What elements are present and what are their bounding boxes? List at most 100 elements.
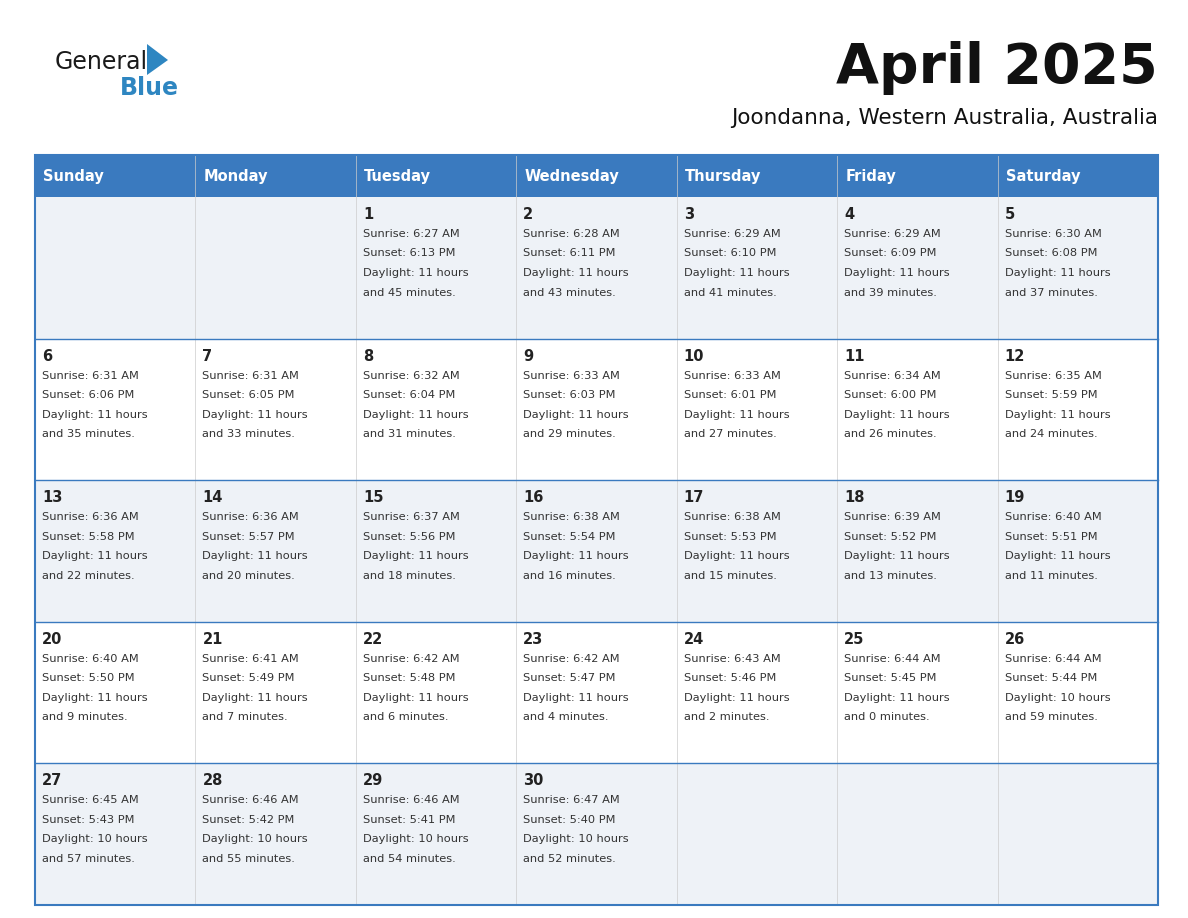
Bar <box>998 197 1158 339</box>
Text: Sunrise: 6:32 AM: Sunrise: 6:32 AM <box>362 371 460 381</box>
Bar <box>356 339 517 480</box>
Text: Sunset: 6:01 PM: Sunset: 6:01 PM <box>684 390 776 400</box>
Bar <box>356 621 517 764</box>
Text: 25: 25 <box>845 632 865 647</box>
Text: Sunset: 6:04 PM: Sunset: 6:04 PM <box>362 390 455 400</box>
Bar <box>356 155 517 197</box>
Text: Sunset: 6:13 PM: Sunset: 6:13 PM <box>362 249 455 259</box>
Text: Sunrise: 6:31 AM: Sunrise: 6:31 AM <box>42 371 139 381</box>
Text: Daylight: 11 hours: Daylight: 11 hours <box>202 693 308 703</box>
Text: 4: 4 <box>845 207 854 222</box>
Text: and 27 minutes.: and 27 minutes. <box>684 429 777 439</box>
Bar <box>517 621 677 764</box>
Text: Sunset: 5:59 PM: Sunset: 5:59 PM <box>1005 390 1098 400</box>
Text: Daylight: 11 hours: Daylight: 11 hours <box>362 268 468 278</box>
Text: Sunrise: 6:45 AM: Sunrise: 6:45 AM <box>42 795 139 805</box>
Text: 22: 22 <box>362 632 383 647</box>
Text: Sunrise: 6:29 AM: Sunrise: 6:29 AM <box>684 229 781 239</box>
Text: Daylight: 11 hours: Daylight: 11 hours <box>362 551 468 561</box>
Text: Wednesday: Wednesday <box>524 169 619 184</box>
Text: and 35 minutes.: and 35 minutes. <box>42 429 135 439</box>
Text: Daylight: 11 hours: Daylight: 11 hours <box>42 409 147 420</box>
Text: and 20 minutes.: and 20 minutes. <box>202 571 295 581</box>
Text: 1: 1 <box>362 207 373 222</box>
Text: Sunset: 6:11 PM: Sunset: 6:11 PM <box>523 249 615 259</box>
Text: Sunset: 5:50 PM: Sunset: 5:50 PM <box>42 673 134 683</box>
Text: Sunset: 5:40 PM: Sunset: 5:40 PM <box>523 815 615 825</box>
Text: Sunset: 5:43 PM: Sunset: 5:43 PM <box>42 815 134 825</box>
Text: and 39 minutes.: and 39 minutes. <box>845 287 937 297</box>
Text: Daylight: 11 hours: Daylight: 11 hours <box>1005 268 1111 278</box>
Text: and 26 minutes.: and 26 minutes. <box>845 429 937 439</box>
Text: 17: 17 <box>684 490 704 505</box>
Text: and 43 minutes.: and 43 minutes. <box>523 287 617 297</box>
Bar <box>356 197 517 339</box>
Text: Sunrise: 6:36 AM: Sunrise: 6:36 AM <box>42 512 139 522</box>
Text: Daylight: 11 hours: Daylight: 11 hours <box>523 693 628 703</box>
Text: Saturday: Saturday <box>1005 169 1080 184</box>
Text: Daylight: 11 hours: Daylight: 11 hours <box>1005 409 1111 420</box>
Text: 27: 27 <box>42 773 62 789</box>
Text: 5: 5 <box>1005 207 1015 222</box>
Text: Daylight: 11 hours: Daylight: 11 hours <box>845 693 949 703</box>
Text: 24: 24 <box>684 632 704 647</box>
Text: Sunrise: 6:33 AM: Sunrise: 6:33 AM <box>523 371 620 381</box>
Text: and 57 minutes.: and 57 minutes. <box>42 854 135 864</box>
Text: and 6 minutes.: and 6 minutes. <box>362 712 448 722</box>
Text: Sunrise: 6:40 AM: Sunrise: 6:40 AM <box>42 654 139 664</box>
Bar <box>517 197 677 339</box>
Text: April 2025: April 2025 <box>836 41 1158 95</box>
Text: Sunset: 5:51 PM: Sunset: 5:51 PM <box>1005 532 1098 542</box>
Bar <box>196 764 356 905</box>
Text: 30: 30 <box>523 773 544 789</box>
Text: 11: 11 <box>845 349 865 364</box>
Bar <box>677 197 838 339</box>
Bar <box>838 764 998 905</box>
Text: Sunrise: 6:39 AM: Sunrise: 6:39 AM <box>845 512 941 522</box>
Bar <box>998 764 1158 905</box>
Bar <box>34 764 196 905</box>
Text: Daylight: 11 hours: Daylight: 11 hours <box>1005 551 1111 561</box>
Text: 15: 15 <box>362 490 384 505</box>
Text: Daylight: 11 hours: Daylight: 11 hours <box>523 268 628 278</box>
Text: Sunset: 6:03 PM: Sunset: 6:03 PM <box>523 390 615 400</box>
Text: and 37 minutes.: and 37 minutes. <box>1005 287 1098 297</box>
Bar <box>517 339 677 480</box>
Text: Sunrise: 6:44 AM: Sunrise: 6:44 AM <box>1005 654 1101 664</box>
Bar <box>677 621 838 764</box>
Bar <box>838 197 998 339</box>
Text: and 18 minutes.: and 18 minutes. <box>362 571 456 581</box>
Text: 23: 23 <box>523 632 544 647</box>
Text: and 24 minutes.: and 24 minutes. <box>1005 429 1098 439</box>
Text: Daylight: 11 hours: Daylight: 11 hours <box>684 409 789 420</box>
Bar <box>677 480 838 621</box>
Text: and 0 minutes.: and 0 minutes. <box>845 712 930 722</box>
Bar <box>34 480 196 621</box>
Text: Sunrise: 6:34 AM: Sunrise: 6:34 AM <box>845 371 941 381</box>
Text: Sunset: 6:08 PM: Sunset: 6:08 PM <box>1005 249 1097 259</box>
Text: Daylight: 11 hours: Daylight: 11 hours <box>684 551 789 561</box>
Text: 14: 14 <box>202 490 223 505</box>
Text: Monday: Monday <box>203 169 268 184</box>
Text: Daylight: 11 hours: Daylight: 11 hours <box>684 693 789 703</box>
Bar <box>517 764 677 905</box>
Text: Sunrise: 6:35 AM: Sunrise: 6:35 AM <box>1005 371 1101 381</box>
Text: 2: 2 <box>523 207 533 222</box>
Text: Sunset: 5:57 PM: Sunset: 5:57 PM <box>202 532 295 542</box>
Text: Sunset: 5:45 PM: Sunset: 5:45 PM <box>845 673 936 683</box>
Bar <box>34 155 1158 905</box>
Bar <box>677 764 838 905</box>
Bar <box>196 480 356 621</box>
Text: Daylight: 11 hours: Daylight: 11 hours <box>42 693 147 703</box>
Text: and 54 minutes.: and 54 minutes. <box>362 854 456 864</box>
Text: and 4 minutes.: and 4 minutes. <box>523 712 608 722</box>
Text: Sunrise: 6:42 AM: Sunrise: 6:42 AM <box>523 654 620 664</box>
Text: and 52 minutes.: and 52 minutes. <box>523 854 617 864</box>
Text: Sunrise: 6:33 AM: Sunrise: 6:33 AM <box>684 371 781 381</box>
Text: Daylight: 10 hours: Daylight: 10 hours <box>202 834 308 845</box>
Bar <box>196 197 356 339</box>
Text: Sunset: 5:54 PM: Sunset: 5:54 PM <box>523 532 615 542</box>
Bar <box>998 480 1158 621</box>
Text: 18: 18 <box>845 490 865 505</box>
Bar <box>998 155 1158 197</box>
